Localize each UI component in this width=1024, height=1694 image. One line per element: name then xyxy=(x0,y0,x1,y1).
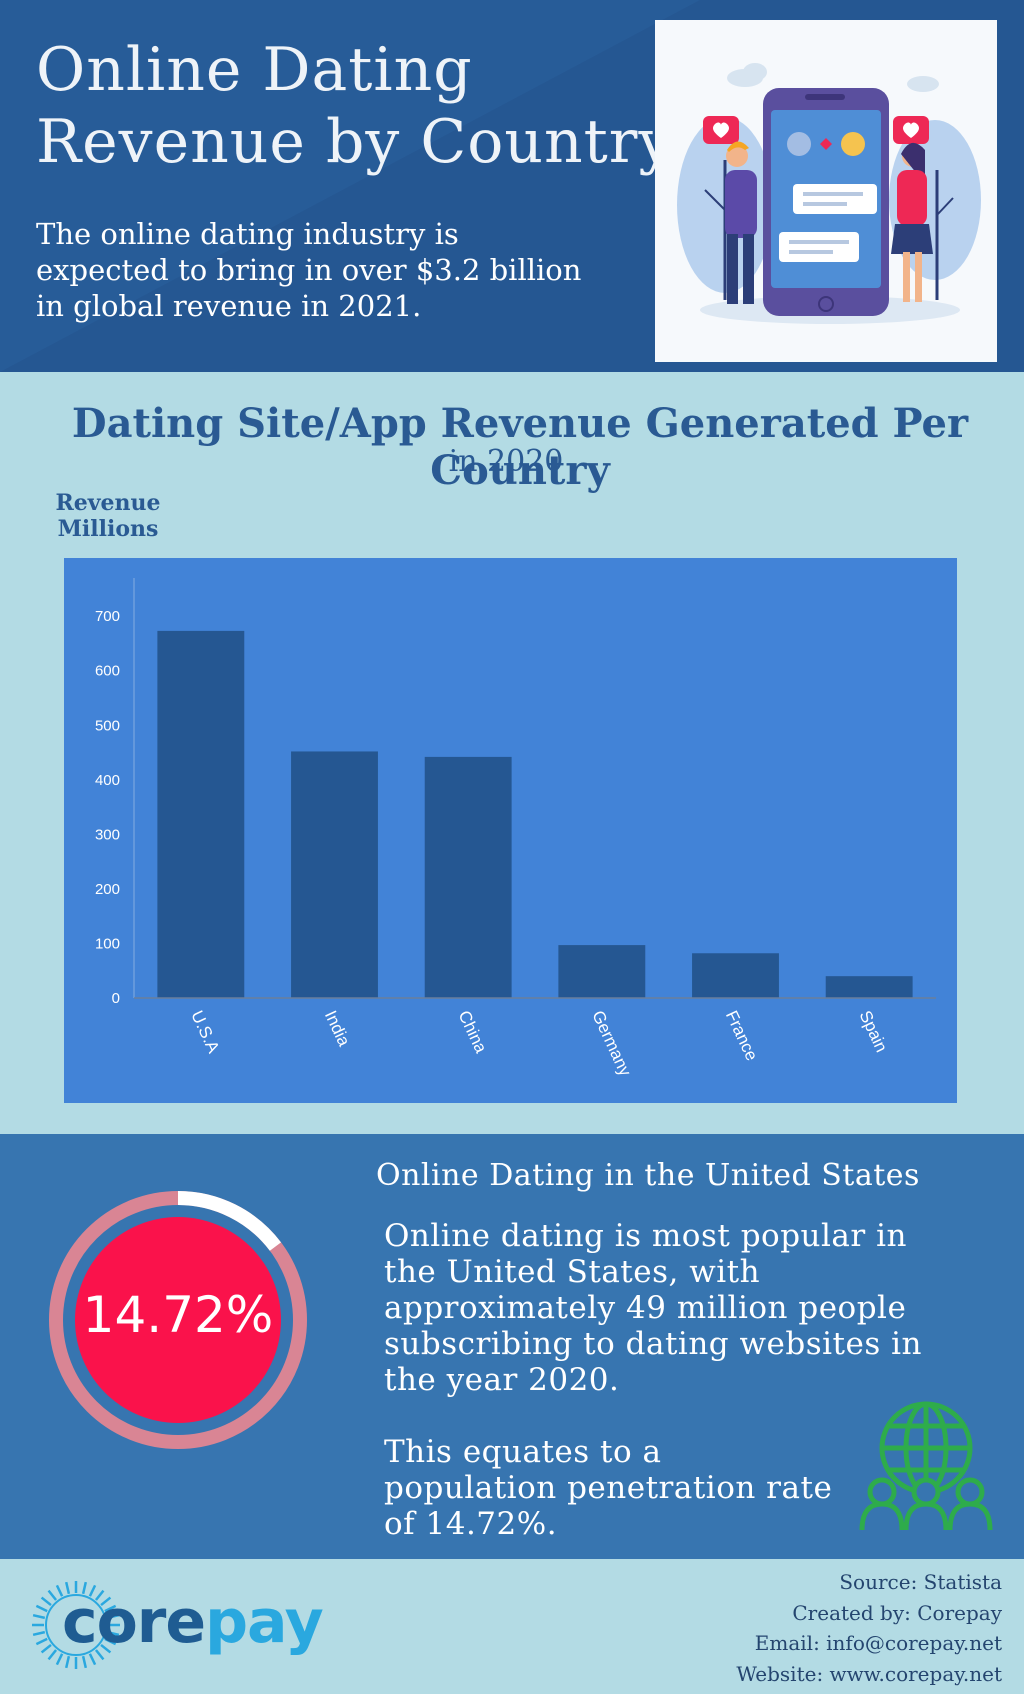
y-ticks: 0 100 200 300 400 500 600 700 xyxy=(95,608,120,1007)
chart-panel: 0 100 200 300 400 500 600 700 U.S.A India China Ge… xyxy=(64,558,957,1103)
x-tick-label: China xyxy=(455,1008,491,1057)
logo-ray xyxy=(81,1655,88,1669)
y-tick-label: 500 xyxy=(95,717,120,734)
penetration-donut xyxy=(49,1191,307,1449)
logo-ray xyxy=(32,1613,46,1620)
intro-text: The online dating industry is expected t… xyxy=(36,217,582,323)
created-by-text: Created by: Corepay xyxy=(792,1600,1002,1625)
donut-progress-arc xyxy=(177,1191,282,1251)
email-text[interactable]: Email: info@corepay.net xyxy=(754,1631,1002,1655)
logo-ray xyxy=(94,1649,105,1661)
logo-ray xyxy=(40,1596,52,1607)
logo-ray xyxy=(64,1655,71,1669)
globe-people-icon xyxy=(859,1401,993,1531)
credits: Source: Statista Created by: Corepay Ema… xyxy=(736,1567,1002,1689)
logo-ray xyxy=(81,1581,88,1595)
y-tick-label: 0 xyxy=(112,990,120,1007)
corepay-logo-icon xyxy=(32,1581,120,1669)
header-section: Online Dating Revenue by Country The onl… xyxy=(0,0,1024,372)
logo-ray xyxy=(47,1589,58,1601)
y-axis-label: Revenue Millions xyxy=(48,490,168,542)
logo-text-core: core xyxy=(62,1587,206,1657)
donut-center xyxy=(75,1217,281,1423)
stats-paragraph-1: Online dating is most popular in the Uni… xyxy=(384,1218,922,1398)
title-line-1: Online Dating xyxy=(36,35,473,105)
bar-spain xyxy=(825,976,913,998)
y-tick-label: 400 xyxy=(95,772,120,789)
stats-heading: Online Dating in the United States xyxy=(376,1158,920,1193)
logo-ray xyxy=(55,1653,64,1666)
y-tick-label: 300 xyxy=(95,826,120,843)
logo-ray xyxy=(100,1643,112,1654)
y-axis-label-line-1: Revenue xyxy=(55,490,161,516)
logo-ray xyxy=(88,1584,97,1597)
us-stats-section: 14.72% Online Dating in the United State… xyxy=(0,1134,1024,1559)
chart-subtitle: in 2020 xyxy=(448,444,564,479)
bar-india xyxy=(291,751,378,998)
logo-ray xyxy=(35,1604,48,1613)
chart-section: Dating Site/App Revenue Generated Per Co… xyxy=(0,372,1024,1134)
page-title: Online Dating Revenue by Country xyxy=(36,34,673,178)
penetration-value: 14.72% xyxy=(82,1286,274,1344)
y-tick-label: 100 xyxy=(95,935,120,952)
logo-ray xyxy=(55,1584,64,1597)
logo-ray xyxy=(88,1653,97,1666)
bar-germany xyxy=(558,945,646,998)
source-text: Source: Statista xyxy=(839,1570,1002,1594)
footer: corepay Source: Statista Created by: Cor… xyxy=(0,1559,1024,1694)
logo-ray xyxy=(64,1581,71,1595)
x-tick-label: U.S.A xyxy=(187,1008,223,1057)
logo-ray xyxy=(104,1604,117,1613)
x-tick-label: Germany xyxy=(588,1008,635,1080)
x-tick-label: Spain xyxy=(856,1008,892,1055)
logo-ray xyxy=(35,1637,48,1646)
header-diagonal-shade xyxy=(0,0,700,372)
logo-ray xyxy=(40,1643,52,1654)
x-tick-label: France xyxy=(722,1008,762,1064)
logo-ray xyxy=(47,1649,58,1661)
corepay-logo[interactable]: corepay xyxy=(62,1587,324,1657)
logo-ray xyxy=(106,1613,120,1620)
chart-title: Dating Site/App Revenue Generated Per Co… xyxy=(71,400,969,494)
stats-paragraph-2: This equates to a population penetration… xyxy=(384,1434,833,1542)
bar-usa xyxy=(157,630,245,998)
y-tick-label: 700 xyxy=(95,608,120,625)
y-axis-label-line-2: Millions xyxy=(57,516,159,542)
logo-ray xyxy=(100,1596,112,1607)
bar-china xyxy=(424,756,512,998)
logo-ray xyxy=(104,1637,117,1646)
phone-couple-illustration xyxy=(677,63,981,324)
logo-ray xyxy=(94,1589,105,1601)
website-text[interactable]: Website: www.corepay.net xyxy=(736,1661,1002,1686)
logo-ray xyxy=(32,1630,46,1637)
title-line-2: Revenue by Country xyxy=(36,107,674,177)
bar-france xyxy=(692,953,779,998)
y-tick-label: 200 xyxy=(95,881,120,898)
x-ticks: U.S.A India China Germany France Spain xyxy=(187,1008,891,1080)
logo-text-pay: pay xyxy=(205,1587,324,1657)
dating-app-illustration xyxy=(655,20,997,362)
y-tick-label: 600 xyxy=(95,663,120,680)
bar-chart: 0 100 200 300 400 500 600 700 U.S.A India China Ge… xyxy=(95,578,936,1080)
logo-ray xyxy=(106,1630,120,1637)
bars xyxy=(157,630,913,998)
x-tick-label: India xyxy=(321,1008,354,1050)
